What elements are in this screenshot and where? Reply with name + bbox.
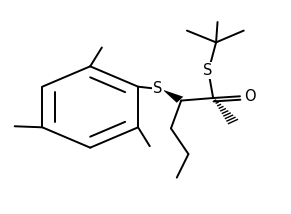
- Text: S: S: [153, 81, 163, 96]
- Text: S: S: [203, 63, 213, 78]
- Polygon shape: [163, 90, 183, 103]
- Text: O: O: [244, 89, 256, 104]
